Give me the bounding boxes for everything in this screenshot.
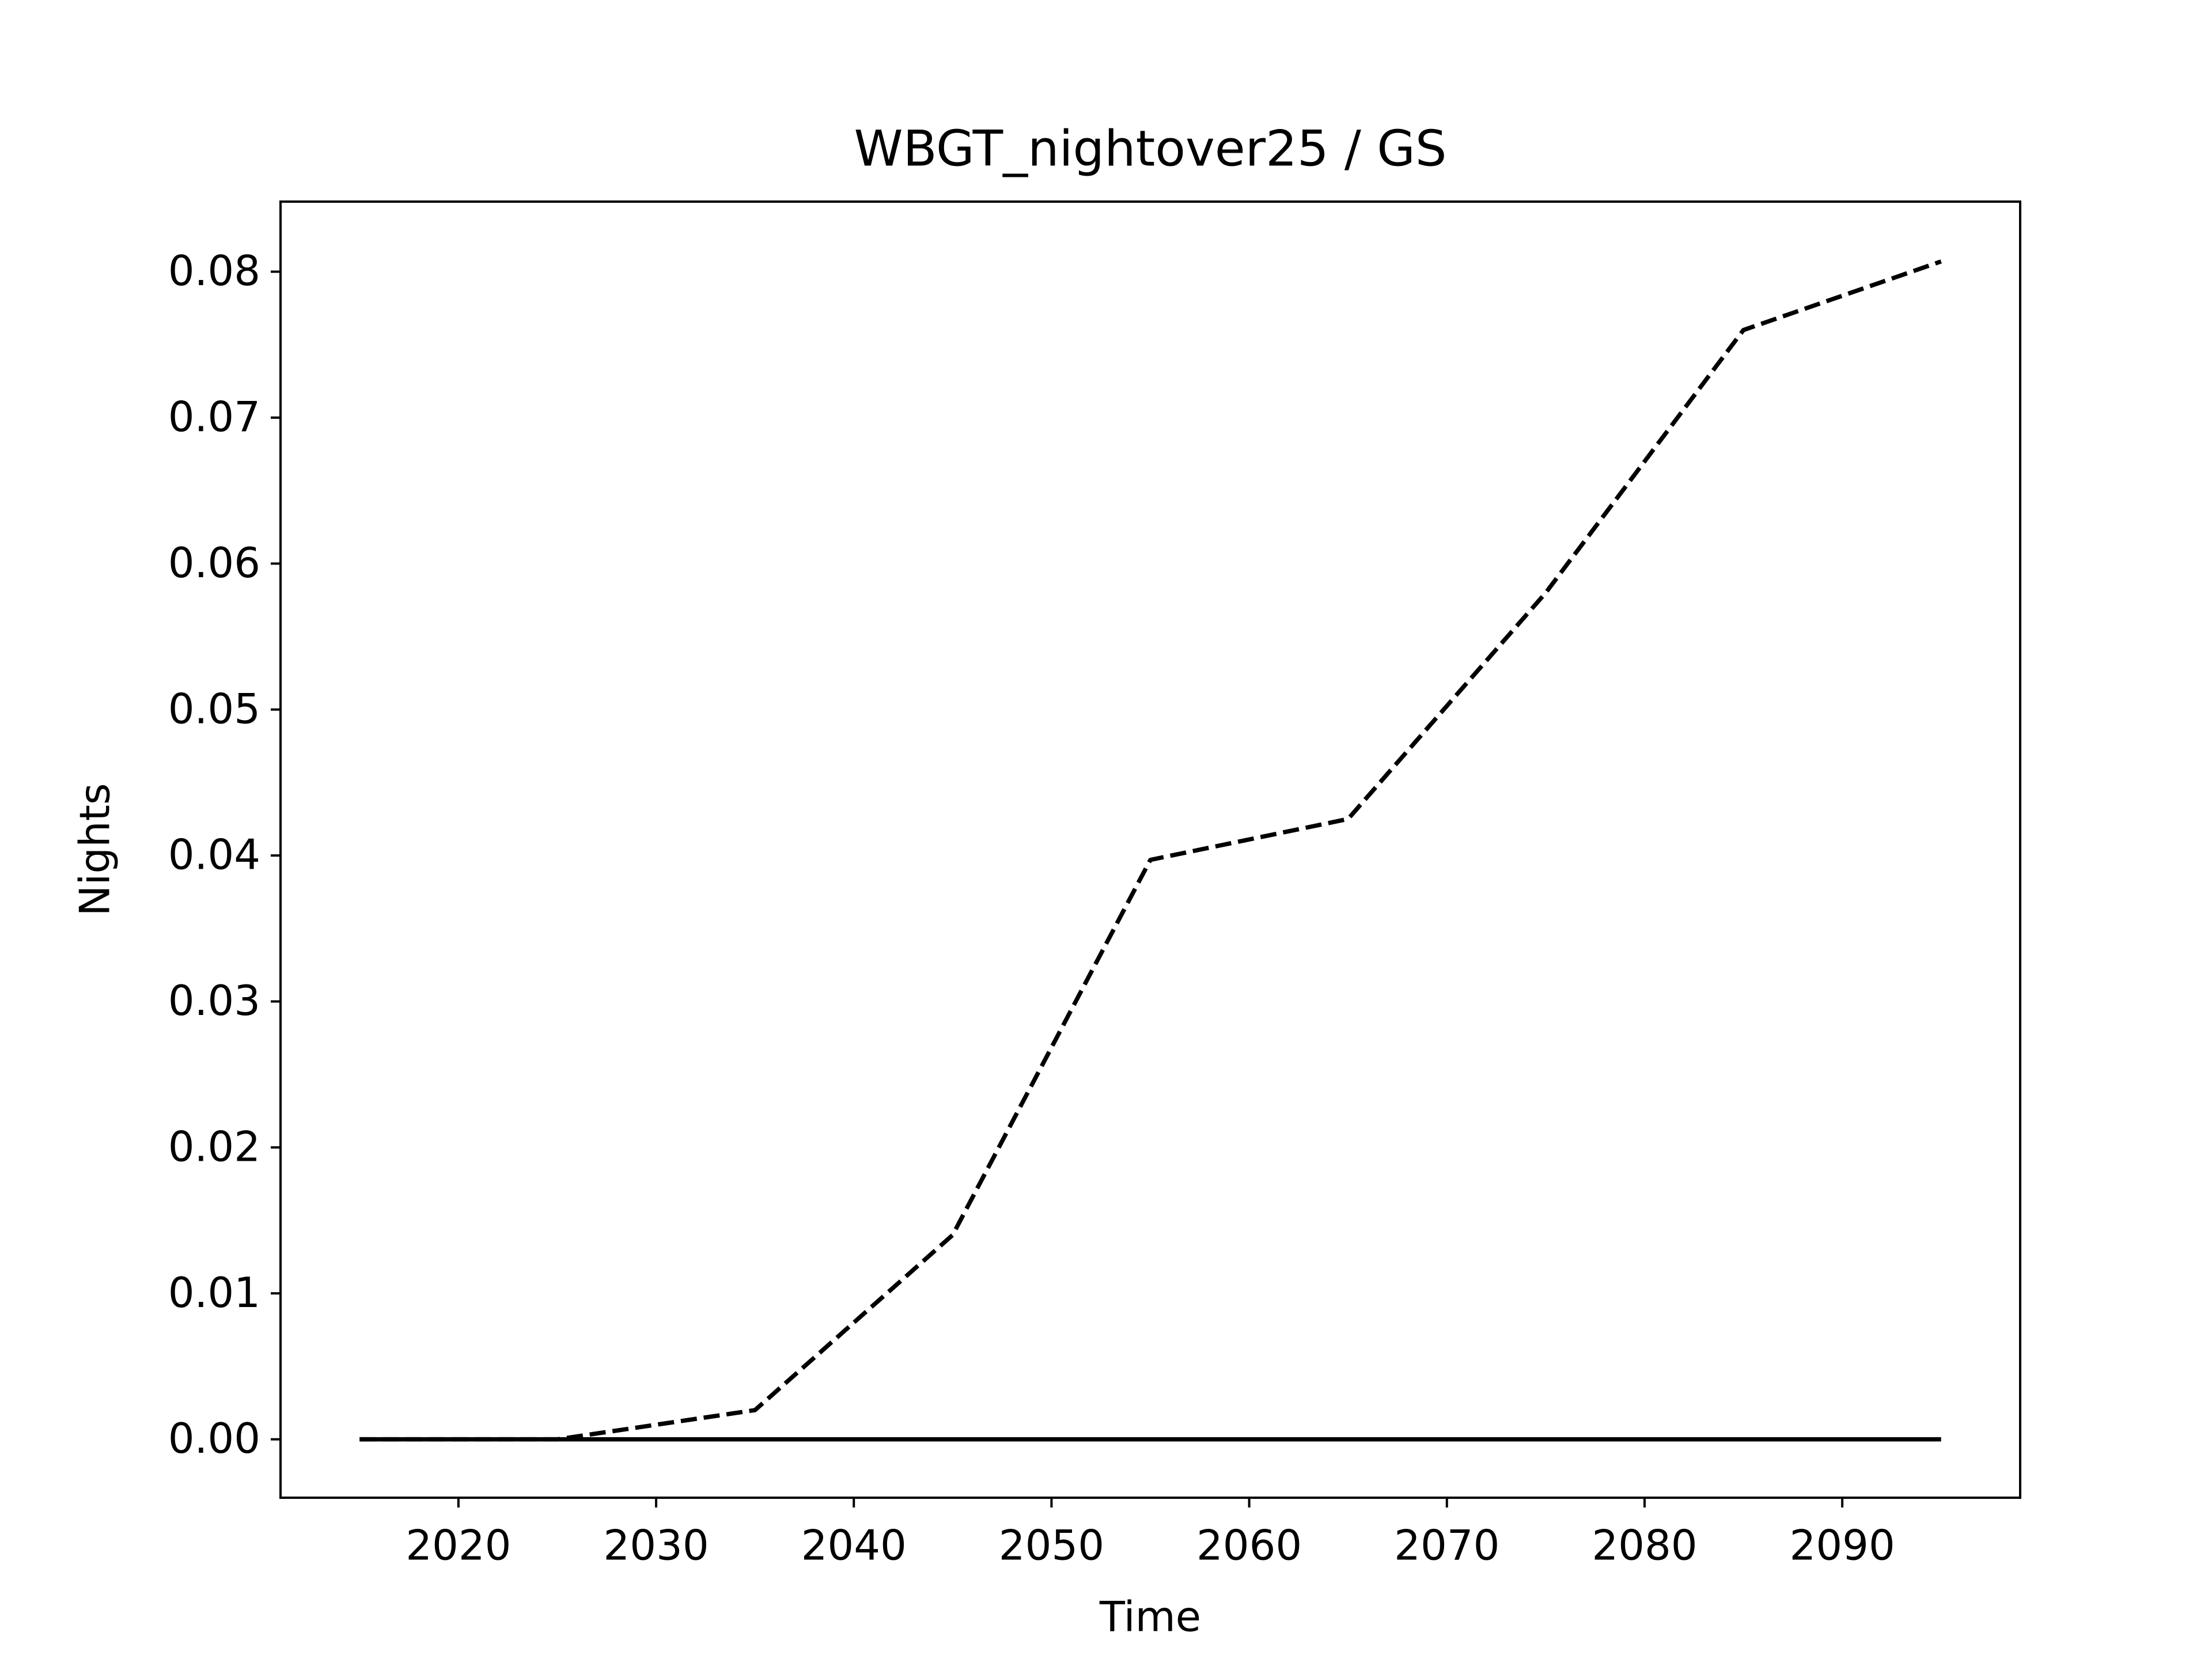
line-series	[359, 259, 1942, 1442]
x-tick-label: 2040	[801, 1521, 907, 1570]
x-axis-label: Time	[1099, 1593, 1201, 1641]
x-tick-label: 2080	[1592, 1521, 1697, 1570]
y-tick-label: 0.07	[168, 393, 260, 441]
y-tick-label: 0.04	[168, 831, 260, 879]
x-tick-label: 2090	[1790, 1521, 1895, 1570]
x-tick-label: 2030	[603, 1521, 709, 1570]
y-tick-label: 0.00	[168, 1414, 260, 1463]
y-tick-label: 0.02	[168, 1122, 260, 1171]
y-tick-label: 0.03	[168, 976, 260, 1025]
plot-frame	[279, 200, 2021, 1499]
x-tick-label: 2060	[1196, 1521, 1302, 1570]
x-tick-label: 2050	[999, 1521, 1104, 1570]
y-tick-label: 0.05	[168, 684, 260, 733]
y-tick-label: 0.06	[168, 539, 260, 587]
y-axis-label: Nights	[71, 783, 119, 916]
y-tick-label: 0.01	[168, 1268, 260, 1317]
y-tick-label: 0.08	[168, 247, 260, 295]
x-tick-label: 2070	[1394, 1521, 1499, 1570]
chart-title: WBGT_nightover25 / GS	[854, 120, 1447, 177]
x-tick-label: 2020	[406, 1521, 511, 1570]
